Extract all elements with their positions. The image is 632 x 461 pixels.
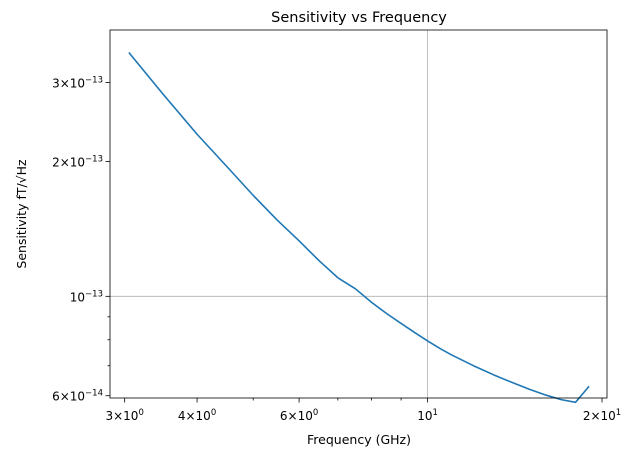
x-tick-label: 2×101 xyxy=(583,408,621,423)
x-tick-label: 101 xyxy=(417,408,438,423)
axes-frame xyxy=(109,29,608,399)
x-axis-label: Frequency (GHz) xyxy=(307,432,411,447)
y-axis: 6×10−14 10−13 2×10−13 3×10−13 xyxy=(52,76,110,404)
x-axis: 3×100 4×100 6×100 101 2×101 xyxy=(105,398,621,423)
y-axis-label: Sensitivity fT/√Hz xyxy=(14,159,29,269)
chart-title: Sensitivity vs Frequency xyxy=(271,10,447,26)
plot-area xyxy=(128,52,590,404)
y-tick-label: 3×10−13 xyxy=(52,76,103,91)
x-tick-label: 6×100 xyxy=(280,408,318,423)
sensitivity-series-line xyxy=(128,52,590,404)
x-tick-label: 3×100 xyxy=(105,408,143,423)
y-tick-label: 6×10−14 xyxy=(52,389,103,404)
y-tick-label: 2×10−13 xyxy=(52,154,103,169)
y-tick-label: 10−13 xyxy=(70,289,103,304)
x-tick-label: 4×100 xyxy=(178,408,216,423)
grid-lines xyxy=(110,30,607,398)
